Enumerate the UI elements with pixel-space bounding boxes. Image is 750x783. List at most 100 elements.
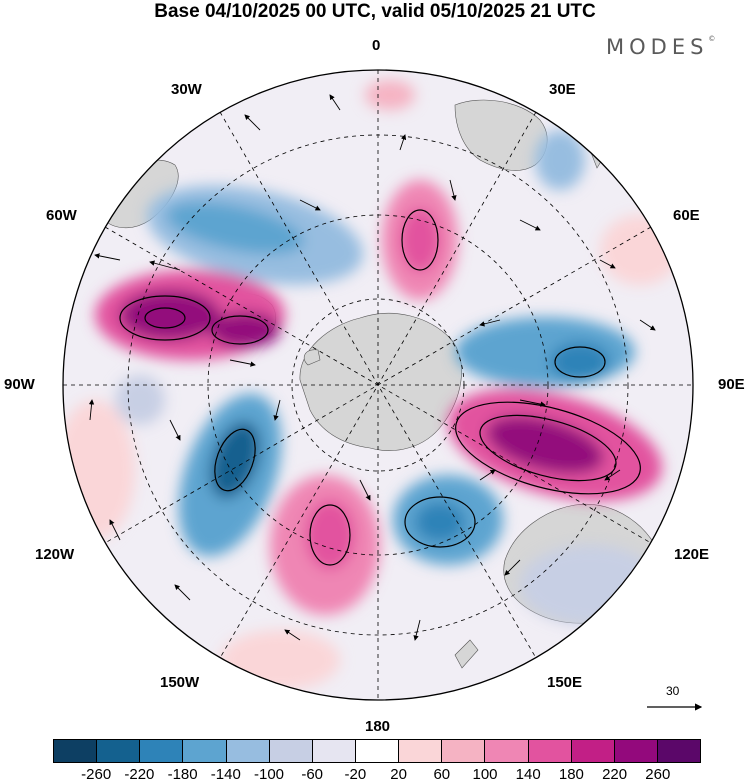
colorbar-tick-label: -140 [210,766,241,783]
wind-vector [169,419,181,441]
wind-vector [299,199,321,211]
cyclone-contour-indian [554,346,606,378]
colorbar-tick-label: 260 [645,766,671,783]
anticyclone-contour-indian [479,414,617,482]
positive-anomaly-drake-passage-east [210,312,280,348]
graticule [63,70,693,700]
negative-anomaly-indian-ocean-core [550,342,610,382]
colorbar-segment [442,740,486,762]
modes-logo-text: MODES [606,35,709,59]
antarctic-peninsula-land [303,349,321,366]
colorbar-segment [269,740,313,762]
modes-logo: MODES© [606,35,715,59]
colorbar-tick-label: 60 [433,766,451,783]
wind-vector [604,469,621,481]
label-150w: 150W [160,674,200,691]
colorbar-tick-label: 180 [558,766,584,783]
contour-ross-sea [309,504,351,566]
colorbar-segment [485,740,529,762]
colorbar-segment [226,740,270,762]
wind-vector [639,319,656,331]
colorbar [53,739,701,763]
wind-vector [599,259,616,269]
wind-vector [284,629,301,641]
positive-anomaly-east-indian [600,215,680,285]
negative-anomaly-ross-west-core [415,502,465,542]
colorbar-segment [355,740,400,762]
flow-contours [119,209,641,566]
wind-vector [519,219,541,231]
anticyclone-contour-indian-outer [455,401,641,495]
label-60w: 60W [46,207,77,224]
wind-vector [329,94,341,111]
positive-anomaly-pacific-south [220,630,340,690]
wind-vectors [88,94,656,641]
wind-vector [449,179,457,201]
cyclone-contour-drake-inner [144,307,186,329]
colorbar-segment [183,740,227,762]
wind-vector [519,399,546,407]
positive-anomaly-southern-indian-core [486,416,604,474]
label-90e: 90E [718,376,745,393]
wind-vector [359,479,371,501]
cyclone-contour-drake [119,295,211,341]
label-90w: 90W [4,376,35,393]
label-30w: 30W [171,81,202,98]
wind-vector [413,619,421,641]
africa-land [454,99,548,171]
cyclone-contour-drake-east [211,315,269,345]
contour-amundsen [214,428,256,492]
colorbar-ticks: -260 -220 -180 -140 -100 -60 -20 20 60 100 140 180 2… [53,766,701,783]
wind-vector [479,469,496,481]
wind-vector [244,114,261,131]
antarctica-land [299,312,462,451]
meridian-60e-120w [104,226,652,544]
colorbar-tick-label: 140 [515,766,541,783]
negative-anomaly-west-pacific [115,375,165,425]
label-180: 180 [365,718,391,735]
colorbar-tick-label: -100 [253,766,285,783]
positive-anomaly-ross-sea-core [305,500,355,570]
colorbar-tick-label: -180 [167,766,198,783]
colorbar-tick-label: -20 [344,766,367,783]
chart-title: Base 04/10/2025 00 UTC, valid 05/10/2025… [154,1,596,22]
colorbar-segment [614,740,658,762]
wind-vector [109,519,121,541]
wind-vector [149,260,181,271]
colorbar-segment [528,740,572,762]
colorbar-segment [54,740,98,762]
negative-anomaly-south-atlantic-core [166,202,304,254]
colorbar-tick-label: 220 [602,766,628,783]
colorbar-segment [571,740,615,762]
wind-vector [399,134,407,151]
colorbar-segment [97,740,141,762]
colorbar-segment [140,740,184,762]
colorbar-segment [657,740,701,762]
label-30e: 30E [549,81,576,98]
negative-anomaly-tasman [520,545,660,625]
label-0: 0 [372,37,381,54]
negative-anomaly-south-africa [535,130,585,190]
colorbar-tick-label: -260 [81,766,112,783]
colorbar-segment [399,740,443,762]
wind-vector [174,584,191,601]
copyright-mark: © [708,35,716,43]
colorbar-segment [312,740,356,762]
colorbar-tick-label: 20 [390,766,407,783]
wind-vector [273,399,281,421]
contour-ross-west [404,496,476,548]
colorbar-tick-label: -220 [124,766,155,783]
wind-vector [504,559,521,576]
map-border [62,69,694,701]
wind-vector [229,359,256,367]
label-120w: 120W [35,546,75,563]
positive-anomaly-weddell-core [400,208,440,272]
new-zealand-land [454,639,479,669]
wind-vector [479,319,501,327]
positive-anomaly-greenwich [365,80,415,110]
contour-weddell [401,209,439,271]
colorbar-tick-label: -60 [301,766,324,783]
map-disc [63,70,693,700]
reference-vector-label: 30 [666,684,680,698]
